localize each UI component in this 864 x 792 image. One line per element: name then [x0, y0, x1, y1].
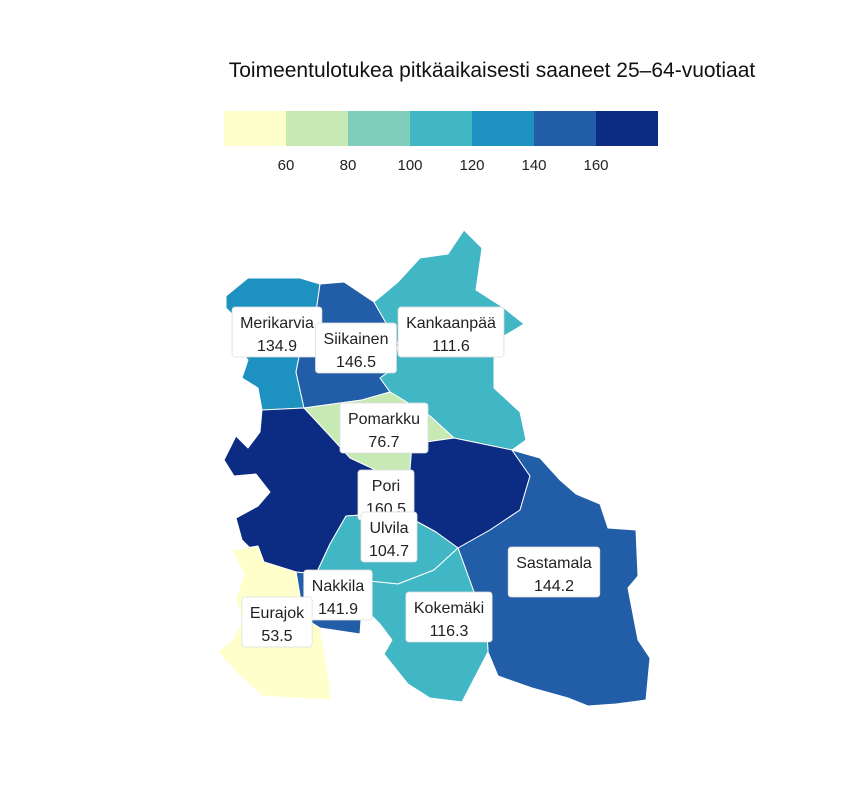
region-name-label: Nakkila: [312, 578, 365, 595]
region-name-label: Pori: [372, 478, 400, 495]
legend-tick-label: 160: [583, 157, 608, 174]
region-label-ulvila: Ulvila 104.7: [360, 511, 418, 563]
region-labels: Merikarvia 134.9 Siikainen 146.5 Kankaanpää 1…: [231, 306, 601, 648]
legend-swatch-5: [534, 111, 596, 146]
legend-swatch-0: [224, 111, 286, 146]
region-label-box: [360, 511, 418, 563]
region-value-label: 111.6: [432, 338, 470, 355]
region-label-sastamala: Sastamala 144.2: [507, 546, 601, 598]
region-label-kankaanpaa: Kankaanpää 111.6: [397, 306, 505, 358]
legend-tick-label: 100: [397, 157, 422, 174]
region-value-label: 141.9: [318, 601, 358, 618]
region-label-box: [507, 546, 601, 598]
legend-tick-label: 140: [521, 157, 546, 174]
region-label-box: [303, 569, 373, 621]
region-label-box: [397, 306, 505, 358]
region-label-kokemaki: Kokemäki 116.3: [405, 591, 493, 643]
region-name-label: Kankaanpää: [406, 315, 496, 332]
region-value-label: 53.5: [261, 628, 292, 645]
map-title: Toimeentulotukea pitkäaikaisesti saaneet…: [229, 59, 756, 82]
region-label-box: [405, 591, 493, 643]
region-value-label: 146.5: [336, 354, 376, 371]
region-label-box: [315, 322, 397, 374]
color-legend: 60 80 100 120 140 160: [224, 111, 658, 174]
region-label-box: [339, 402, 429, 454]
legend-swatch-1: [286, 111, 348, 146]
legend-swatch-2: [348, 111, 410, 146]
region-value-label: 104.7: [369, 543, 409, 560]
legend-tick-label: 80: [340, 157, 357, 174]
region-name-label: Siikainen: [324, 331, 389, 348]
region-label-box: [241, 596, 313, 648]
region-value-label: 134.9: [257, 338, 297, 355]
region-name-label: Eurajok: [250, 605, 305, 622]
region-name-label: Pomarkku: [348, 411, 420, 428]
legend-tick-label: 60: [278, 157, 295, 174]
region-label-pomarkku: Pomarkku 76.7: [339, 402, 429, 454]
region-label-merikarvia: Merikarvia 134.9: [231, 306, 323, 358]
region-label-eurajoki: Eurajok 53.5: [241, 596, 313, 648]
region-name-label: Ulvila: [369, 520, 408, 537]
region-value-label: 76.7: [368, 434, 399, 451]
region-name-label: Merikarvia: [240, 315, 314, 332]
region-label-nakkila: Nakkila 141.9: [303, 569, 373, 621]
region-name-label: Kokemäki: [414, 600, 484, 617]
region-label-siikainen: Siikainen 146.5: [315, 322, 397, 374]
region-value-label: 144.2: [534, 578, 574, 595]
legend-tick-label: 120: [459, 157, 484, 174]
region-name-label: Sastamala: [516, 555, 592, 572]
legend-swatch-3: [410, 111, 472, 146]
region-value-label: 116.3: [430, 623, 469, 640]
legend-swatch-4: [472, 111, 534, 146]
legend-swatch-6: [596, 111, 658, 146]
